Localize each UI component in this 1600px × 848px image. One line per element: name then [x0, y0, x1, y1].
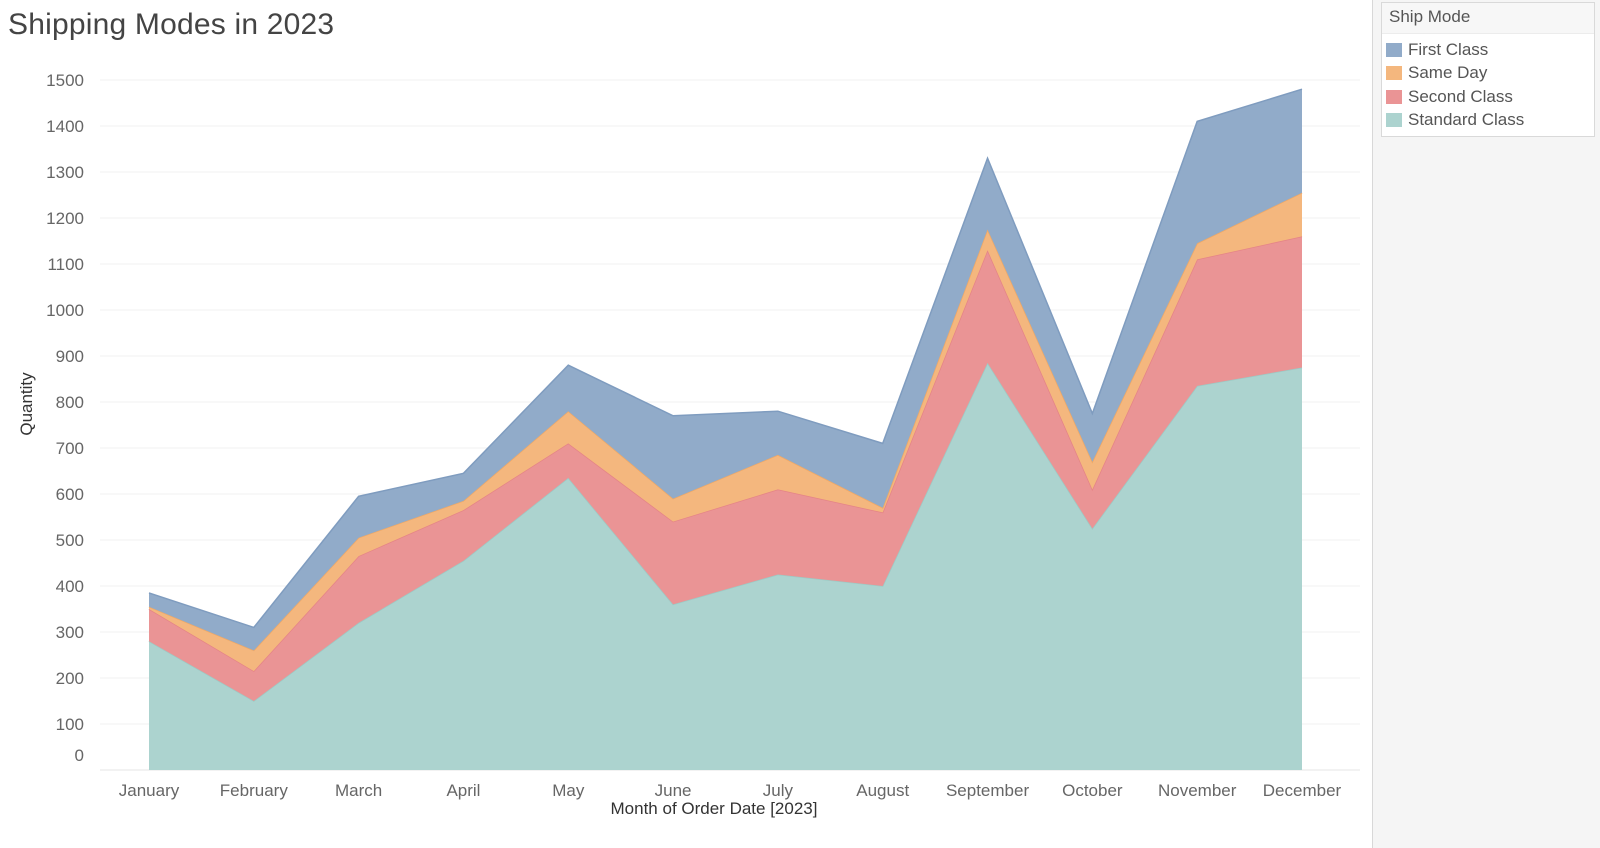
y-tick-label: 900: [56, 347, 84, 366]
y-tick-label: 700: [56, 439, 84, 458]
legend-item-second-class[interactable]: Second Class: [1382, 85, 1594, 109]
y-tick-label: 0: [75, 746, 84, 765]
legend-item-same-day[interactable]: Same Day: [1382, 62, 1594, 86]
y-tick-label: 600: [56, 485, 84, 504]
y-axis-ticks: 0 100 200 300 400 500 600 700 800 900 1000 1100 1200…: [46, 71, 84, 765]
x-tick-label: April: [446, 781, 480, 800]
x-tick-label: September: [946, 781, 1029, 800]
x-tick-label: March: [335, 781, 382, 800]
legend-label: Same Day: [1408, 63, 1488, 83]
x-tick-label: October: [1062, 781, 1123, 800]
area-standard-class[interactable]: [149, 362, 1302, 770]
y-tick-label: 1100: [47, 255, 84, 274]
y-axis-title: Quantity: [17, 372, 36, 436]
area-chart[interactable]: 0 100 200 300 400 500 600 700 800 900 1000 1100 1200…: [0, 0, 1372, 848]
legend-item-standard-class[interactable]: Standard Class: [1382, 109, 1594, 133]
x-tick-label: January: [119, 781, 180, 800]
x-tick-label: May: [552, 781, 585, 800]
legend-label: First Class: [1408, 39, 1489, 59]
x-tick-label: December: [1263, 781, 1342, 800]
y-tick-label: 1300: [46, 163, 84, 182]
y-tick-label: 1500: [46, 71, 84, 90]
legend[interactable]: Ship Mode First Class Same Day Second Cl…: [1381, 2, 1595, 137]
legend-swatch: [1386, 113, 1402, 128]
y-tick-label: 100: [56, 715, 84, 734]
y-tick-label: 1400: [46, 117, 84, 136]
x-tick-label: June: [655, 781, 692, 800]
area-first-class-line: [148, 88, 1303, 629]
x-axis-ticks: January February March April May June July Augu…: [119, 781, 1342, 800]
legend-title: Ship Mode: [1382, 3, 1594, 34]
y-tick-label: 500: [56, 531, 84, 550]
legend-swatch: [1386, 66, 1402, 81]
x-tick-label: February: [220, 781, 289, 800]
y-tick-label: 200: [56, 669, 84, 688]
y-tick-label: 300: [56, 623, 84, 642]
legend-label: Second Class: [1408, 86, 1513, 106]
legend-label: Standard Class: [1408, 110, 1525, 130]
legend-item-first-class[interactable]: First Class: [1382, 38, 1594, 62]
y-tick-label: 1000: [46, 301, 84, 320]
stacked-areas[interactable]: [148, 88, 1303, 770]
chart-title: Shipping Modes in 2023: [8, 8, 335, 41]
side-panel: Ship Mode First Class Same Day Second Cl…: [1372, 0, 1600, 848]
x-tick-label: August: [856, 781, 909, 800]
legend-swatch: [1386, 89, 1402, 104]
area-second-class[interactable]: [149, 236, 1302, 701]
x-tick-label: November: [1158, 781, 1237, 800]
legend-swatch: [1386, 42, 1402, 57]
y-tick-label: 1200: [46, 209, 84, 228]
x-tick-label: July: [763, 781, 794, 800]
area-first-class[interactable]: [149, 89, 1302, 651]
y-tick-label: 800: [56, 393, 84, 412]
x-axis-title: Month of Order Date [2023]: [611, 799, 818, 818]
area-same-day[interactable]: [149, 192, 1302, 672]
y-tick-label: 400: [56, 577, 84, 596]
